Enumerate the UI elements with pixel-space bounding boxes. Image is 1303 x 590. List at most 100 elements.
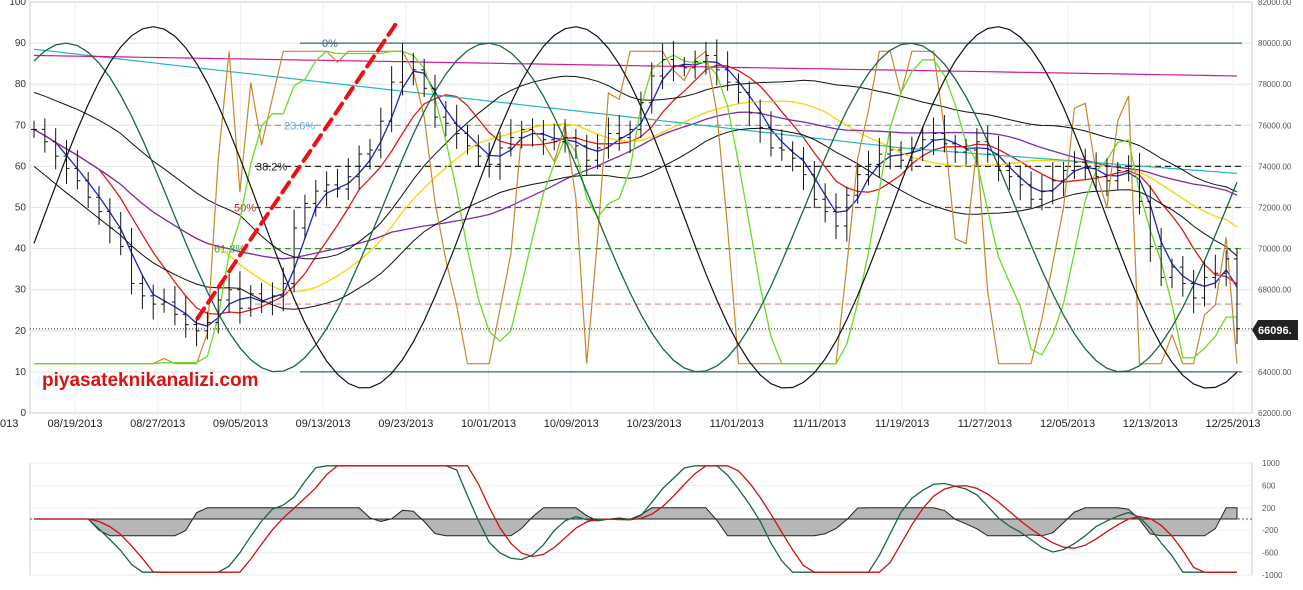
ohlc-bar <box>150 284 157 320</box>
ohlc-bar <box>171 286 178 326</box>
ohlc-bar <box>356 145 363 190</box>
trendline <box>195 22 398 321</box>
ohlc-bar <box>941 115 948 153</box>
ohlc-bar <box>193 316 200 347</box>
x-tick-label: 11/27/2013 <box>958 418 1012 430</box>
green-light-series <box>34 50 1237 365</box>
ohlc-bar <box>1190 269 1197 314</box>
ohlc-bar <box>789 141 796 172</box>
ohlc-bar <box>280 267 287 312</box>
macd-series <box>34 465 1237 573</box>
ohlc-bar <box>973 128 980 166</box>
right-tick-label: 78000.00 <box>1258 80 1292 89</box>
ohlc-bar <box>594 134 601 169</box>
ohlc-bar <box>269 282 276 316</box>
ohlc-bar <box>215 286 222 334</box>
lower-tick-label: -200 <box>1262 526 1279 535</box>
left-tick-label: 80 <box>15 79 27 90</box>
right-tick-label: 72000.00 <box>1258 204 1292 213</box>
ohlc-bar <box>247 285 254 317</box>
ohlc-bar <box>778 129 785 161</box>
x-tick-label: 12/13/2013 <box>1123 418 1178 430</box>
ohlc-bar <box>1017 165 1024 201</box>
ohlc-bar <box>952 135 959 163</box>
ohlc-bar <box>746 81 753 127</box>
ohlc-bar <box>31 120 37 139</box>
x-tick-label: 09/05/2013 <box>213 418 268 430</box>
ohlc-bar <box>1136 152 1143 215</box>
ohlc-bar <box>616 115 623 151</box>
ohlc-bar <box>898 141 905 169</box>
ohlc-bar <box>800 147 807 191</box>
ohlc-bar <box>1071 151 1078 180</box>
left-tick-label: 50 <box>15 203 27 214</box>
ohlc-bar <box>96 186 103 225</box>
right-tick-label: 68000.00 <box>1258 286 1292 295</box>
ohlc-bar <box>226 273 233 314</box>
left-tick-label: 40 <box>15 244 27 255</box>
ohlc-bar <box>518 120 525 149</box>
x-tick-label: 09/23/2013 <box>378 418 433 430</box>
ma-fast-series <box>33 60 1238 327</box>
x-tick-partial: 013 <box>0 418 18 430</box>
ohlc-bar <box>1158 228 1165 287</box>
ohlc-bar <box>1114 161 1121 190</box>
ohlc-bar <box>1082 148 1089 180</box>
left-tick-label: 30 <box>15 285 27 296</box>
ohlc-bar <box>1179 255 1186 297</box>
ohlc-bar <box>182 295 189 338</box>
ohlc-bar <box>583 134 590 176</box>
ohlc-bar <box>312 179 319 217</box>
ohlc-bar <box>497 131 504 180</box>
x-tick-label: 10/23/2013 <box>626 418 681 430</box>
last-price-tag: 66096. <box>1252 320 1298 340</box>
right-tick-label: 76000.00 <box>1258 121 1292 130</box>
left-tick-label: 100 <box>9 0 26 8</box>
ohlc-bar <box>410 52 417 86</box>
x-tick-label: 10/01/2013 <box>461 418 516 430</box>
upper-band-series <box>33 75 1238 260</box>
ohlc-bar <box>1049 162 1056 205</box>
histogram-area <box>34 507 1238 537</box>
ohlc-bar <box>833 193 839 240</box>
ohlc-bar <box>767 111 774 157</box>
ohlc-bar <box>291 209 298 293</box>
last-price-label: 66096. <box>1258 325 1292 337</box>
ohlc-bar <box>63 140 70 184</box>
right-tick-label: 80000.00 <box>1258 39 1292 48</box>
ohlc-bar <box>843 186 850 242</box>
ohlc-bar <box>963 138 970 166</box>
ohlc-bar <box>301 194 308 239</box>
ohlc-bar <box>41 118 48 153</box>
x-tick-label: 11/11/2013 <box>793 418 846 430</box>
ohlc-bar <box>670 41 677 82</box>
x-tick-label: 12/05/2013 <box>1040 418 1095 430</box>
signal-series <box>34 465 1237 573</box>
watermark-text: piyasateknikanalizi.com <box>42 370 259 391</box>
ohlc-bar <box>74 149 81 190</box>
fib-level-label: 38.2% <box>256 161 287 173</box>
x-tick-label: 12/25/2013 <box>1205 418 1260 430</box>
left-tick-label: 90 <box>15 38 27 49</box>
ohlc-bar <box>702 41 709 75</box>
ohlc-bar <box>475 134 482 168</box>
ohlc-bar <box>1028 171 1035 208</box>
ohlc-bar <box>1147 185 1154 262</box>
lower-band-series <box>33 127 1238 310</box>
ohlc-bar <box>388 66 395 133</box>
ohlc-bar <box>908 136 915 172</box>
x-tick-label: 11/01/2013 <box>710 418 764 430</box>
ohlc-bar <box>486 142 493 178</box>
ohlc-bar <box>865 150 872 186</box>
ohlc-bar <box>822 183 829 223</box>
ohlc-bar <box>85 172 92 209</box>
ohlc-bar <box>659 43 666 90</box>
ohlc-bar <box>724 51 731 91</box>
ohlc-bar <box>52 128 59 170</box>
ohlc-bar <box>1038 175 1045 211</box>
ohlc-bar <box>128 228 135 295</box>
ohlc-bar <box>1223 250 1230 287</box>
left-tick-label: 20 <box>15 326 27 337</box>
ohlc-bar <box>345 158 352 200</box>
